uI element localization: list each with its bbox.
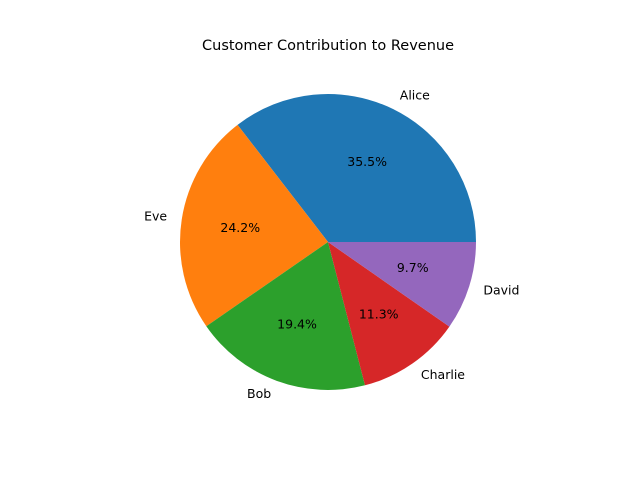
percent-label-eve: 24.2% [220,220,260,235]
slice-label-alice: Alice [400,87,430,102]
percent-label-alice: 35.5% [347,154,387,169]
pie-slice-david [328,242,476,327]
pie-slice-eve [179,124,328,327]
pie-slices [179,94,477,391]
slice-label-bob: Bob [247,386,271,401]
pie-slice-alice [237,94,477,243]
slice-label-david: David [483,282,519,297]
chart-title: Customer Contribution to Revenue [202,38,454,54]
pie-slice-bob [206,242,365,391]
pie-labels: Alice 35.5% Eve 24.2% Bob 19.4% Charlie 11.3% Da… [144,87,519,401]
slice-label-charlie: Charlie [421,367,465,382]
percent-label-david: 9.7% [397,260,429,275]
slice-label-eve: Eve [144,209,167,224]
pie-slice-charlie [328,242,450,386]
percent-label-bob: 19.4% [277,317,317,332]
percent-label-charlie: 11.3% [359,306,399,321]
